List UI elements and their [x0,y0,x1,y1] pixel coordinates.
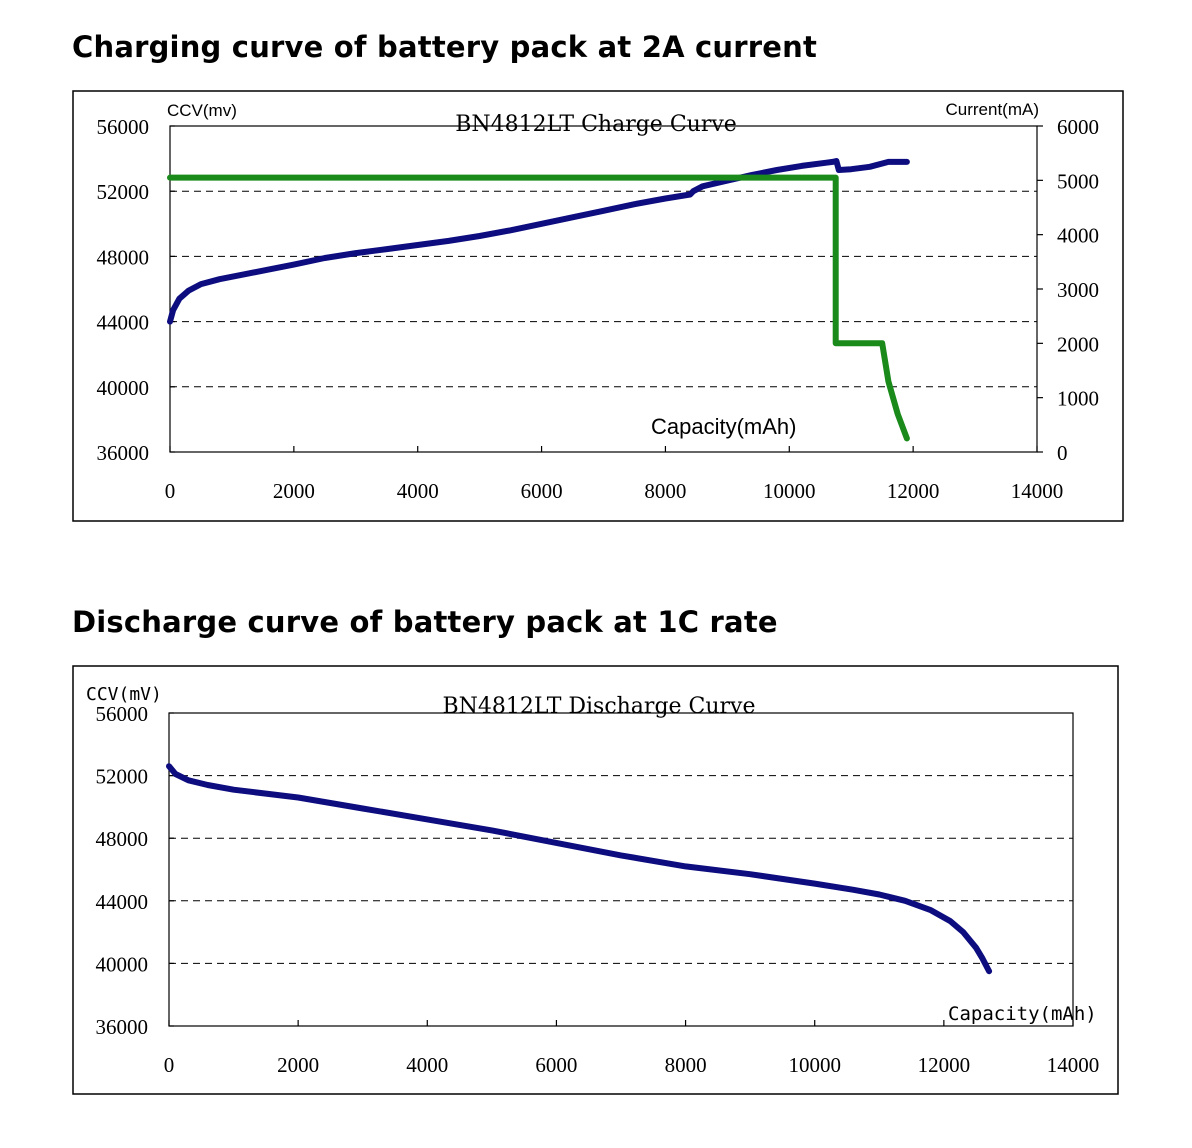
y-tick-label: 48000 [96,827,149,851]
y-tick-label: 36000 [96,1015,149,1039]
discharge-x-axis-label: Capacity(mAh) [948,1003,1097,1025]
charge-y-axis-label: CCV(mv) [167,101,237,120]
voltage-series-line [166,763,993,975]
y-tick-label: 52000 [96,765,149,789]
discharge-y-axis-label: CCV(mV) [86,684,162,705]
charge-curve-chart: 3600040000440004800052000560000100020003… [72,90,1124,522]
x-tick-label: 2000 [273,479,315,503]
y2-tick-label: 4000 [1057,224,1099,248]
y-tick-label: 48000 [97,245,150,269]
x-tick-label: 4000 [406,1053,448,1077]
x-tick-label: 12000 [918,1053,971,1077]
discharge-chart-frame [72,665,1119,1095]
x-tick-label: 12000 [887,479,940,503]
x-tick-label: 2000 [277,1053,319,1077]
charge-section-heading: Charging curve of battery pack at 2A cur… [72,30,818,64]
discharge-series-lines [166,763,993,975]
y-tick-label: 52000 [97,180,150,204]
y2-tick-label: 0 [1057,441,1068,465]
y-tick-label: 36000 [97,441,150,465]
x-tick-label: 0 [164,1053,175,1077]
y-tick-label: 40000 [97,376,150,400]
y2-tick-label: 3000 [1057,278,1099,302]
discharge-grid [169,775,1073,964]
discharge-section-heading: Discharge curve of battery pack at 1C ra… [72,605,778,639]
charge-chart-title: BN4812LT Charge Curve [455,112,737,137]
x-tick-label: 14000 [1011,479,1064,503]
y-tick-label: 40000 [96,952,149,976]
discharge-plot-area [168,712,1074,1027]
x-tick-label: 8000 [644,479,686,503]
discharge-ticks: 36000 40000 44000 48000 52000 56000 0 2000 4000 6… [96,702,1100,1077]
charge-series-lines [167,158,910,442]
x-tick-label: 6000 [535,1053,577,1077]
x-tick-label: 0 [165,479,176,503]
charge-x-axis-label: Capacity(mAh) [651,414,796,439]
charge-chart-frame [72,90,1124,522]
x-tick-label: 10000 [788,1053,841,1077]
y-tick-label: 56000 [97,115,150,139]
y-tick-label: 56000 [96,702,149,726]
x-tick-label: 4000 [397,479,439,503]
y2-tick-label: 6000 [1057,115,1099,139]
x-tick-label: 8000 [665,1053,707,1077]
y2-tick-label: 1000 [1057,387,1099,411]
charge-y2-axis-label: Current(mA) [945,100,1039,119]
x-tick-label: 10000 [763,479,816,503]
voltage-series-line [167,158,910,325]
charge-ticks: 3600040000440004800052000560000100020003… [97,115,1100,503]
y-tick-label: 44000 [96,890,149,914]
x-tick-label: 14000 [1047,1053,1100,1077]
discharge-chart-title: BN4812LT Discharge Curve [442,694,755,719]
y2-tick-label: 2000 [1057,332,1099,356]
y2-tick-label: 5000 [1057,169,1099,193]
y-tick-label: 44000 [97,311,150,335]
current-series-line [167,174,910,442]
x-tick-label: 6000 [521,479,563,503]
